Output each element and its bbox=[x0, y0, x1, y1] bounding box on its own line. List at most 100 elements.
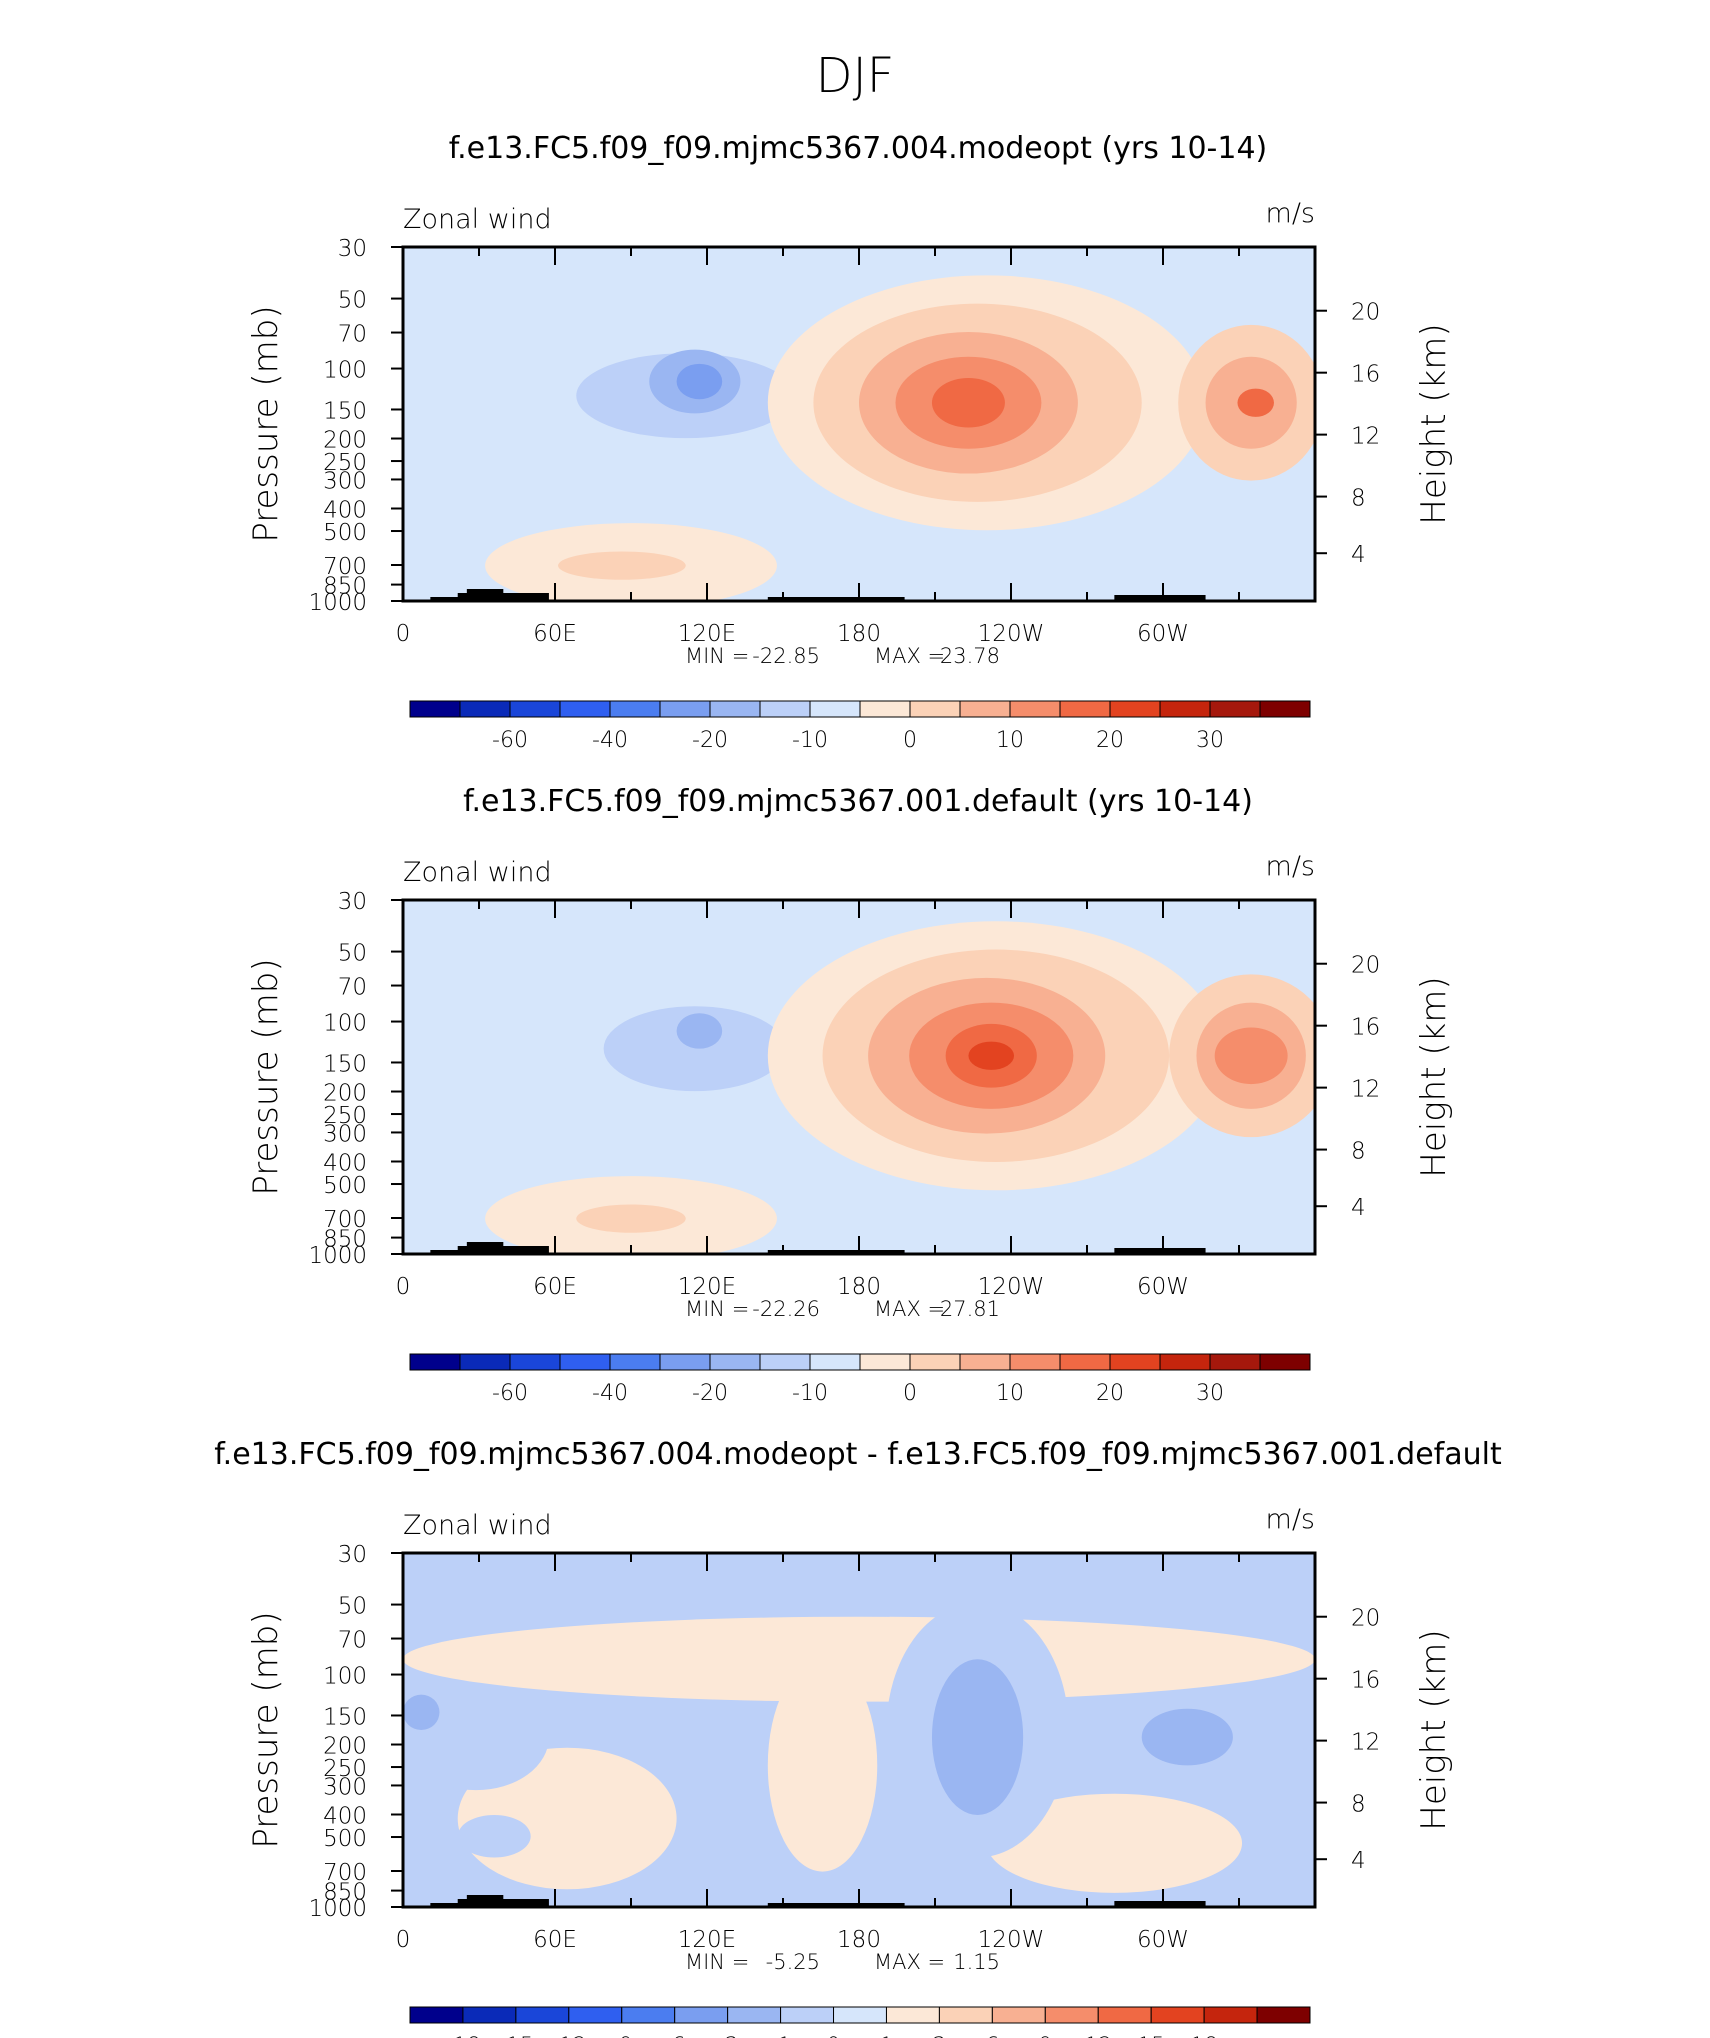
lon-tick-label: 120E bbox=[678, 621, 736, 647]
pressure-tick-label: 500 bbox=[323, 520, 367, 546]
contour-region bbox=[767, 1659, 878, 1872]
colorbar-swatch bbox=[1109, 700, 1161, 718]
contour-region bbox=[1214, 1027, 1288, 1085]
colorbar-label: 9 bbox=[1038, 2034, 1052, 2038]
topography bbox=[430, 589, 1206, 601]
colorbar-swatch bbox=[459, 700, 511, 718]
colorbar-swatch bbox=[833, 2006, 887, 2024]
colorbar-swatch bbox=[1097, 2006, 1152, 2024]
y-axis-title: Pressure (mb) bbox=[246, 305, 286, 542]
colorbar-swatch bbox=[509, 1353, 561, 1371]
pressure-tick-label: 850 bbox=[323, 1227, 367, 1253]
colorbar-swatch bbox=[1059, 1353, 1111, 1371]
colorbar-swatch bbox=[809, 1353, 861, 1371]
contour-region bbox=[457, 1814, 531, 1858]
pressure-tick-label: 100 bbox=[323, 1011, 367, 1037]
colorbar-swatch bbox=[709, 700, 761, 718]
height-tick-label: 20 bbox=[1351, 1606, 1380, 1632]
height-tick-label: 8 bbox=[1351, 1792, 1366, 1818]
colorbar-label: -10 bbox=[792, 728, 828, 753]
colorbar-swatch bbox=[1009, 1353, 1061, 1371]
lon-tick-label: 60E bbox=[533, 1927, 577, 1953]
pressure-tick-label: 400 bbox=[323, 1803, 367, 1829]
topography bbox=[430, 1242, 1206, 1254]
lon-tick-label: 60E bbox=[533, 621, 577, 647]
colorbar-swatch bbox=[659, 700, 711, 718]
colorbar-swatch bbox=[959, 700, 1011, 718]
colorbar: -18 -15 -12 -9 -6 -3 -1 0 1 3 6 9 12 15 18 bbox=[409, 2006, 1311, 2038]
max-label: MAX = bbox=[874, 1950, 945, 1974]
lon-tick-label: 0 bbox=[396, 621, 411, 647]
panel-2: f.e13.FC5.f09_f09.mjmc5367.001.default (… bbox=[246, 784, 1454, 1406]
colorbar-swatch bbox=[1203, 2006, 1258, 2024]
max-label: MAX = bbox=[874, 644, 945, 668]
pressure-tick-label: 30 bbox=[338, 889, 367, 915]
topography bbox=[430, 1895, 1206, 1907]
pressure-tick-label: 50 bbox=[338, 1594, 367, 1620]
panel-1: f.e13.FC5.f09_f09.mjmc5367.004.modeopt (… bbox=[246, 131, 1454, 753]
colorbar-label: -40 bbox=[592, 1381, 628, 1406]
height-tick-label: 12 bbox=[1351, 424, 1380, 450]
topography-block bbox=[1114, 1248, 1206, 1254]
contour-region bbox=[676, 1013, 723, 1049]
lon-tick-label: 180 bbox=[837, 621, 881, 647]
colorbar-label: -3 bbox=[717, 2034, 739, 2038]
colorbar-label: 30 bbox=[1196, 728, 1224, 753]
pressure-tick-label: 300 bbox=[323, 468, 367, 494]
pressure-tick-label: 1000 bbox=[308, 1896, 367, 1922]
colorbar-swatch bbox=[621, 2006, 676, 2024]
height-tick-label: 16 bbox=[1351, 362, 1380, 388]
colorbar-label: -60 bbox=[492, 1381, 528, 1406]
colorbar-swatch bbox=[659, 1353, 711, 1371]
lon-tick-label: 120W bbox=[978, 1927, 1045, 1953]
min-value: -5.25 bbox=[766, 1950, 820, 1974]
colorbar-swatch bbox=[759, 1353, 811, 1371]
pressure-tick-label: 50 bbox=[338, 288, 367, 314]
lon-tick-label: 120E bbox=[678, 1927, 736, 1953]
colorbar-swatch bbox=[1259, 700, 1311, 718]
colorbar-label: 6 bbox=[985, 2034, 999, 2038]
pressure-tick-label: 150 bbox=[323, 1051, 367, 1077]
colorbar-swatch bbox=[1209, 700, 1261, 718]
pressure-tick-label: 50 bbox=[338, 941, 367, 967]
contour-region bbox=[603, 1006, 787, 1092]
colorbar-swatch bbox=[759, 700, 811, 718]
contour-fills bbox=[403, 1553, 1315, 1907]
colorbar-swatch bbox=[1150, 2006, 1205, 2024]
colorbar-label: 20 bbox=[1096, 728, 1124, 753]
colorbar-swatch bbox=[409, 700, 461, 718]
height-tick-label: 20 bbox=[1351, 953, 1380, 979]
height-tick-label: 4 bbox=[1351, 1848, 1366, 1874]
pressure-tick-label: 300 bbox=[323, 1774, 367, 1800]
y-axis-title: Pressure (mb) bbox=[246, 1611, 286, 1848]
topography-block bbox=[1114, 595, 1206, 601]
colorbar-swatch bbox=[1259, 1353, 1311, 1371]
topography-block bbox=[1114, 1901, 1206, 1907]
colorbar-swatch bbox=[959, 1353, 1011, 1371]
colorbar-label: 12 bbox=[1084, 2034, 1112, 2038]
pressure-tick-label: 500 bbox=[323, 1826, 367, 1852]
topography-block bbox=[466, 589, 504, 601]
height-tick-label: 16 bbox=[1351, 1015, 1380, 1041]
colorbar-label: 15 bbox=[1137, 2034, 1165, 2038]
contour-region bbox=[886, 1215, 1015, 1237]
lon-tick-label: 120W bbox=[978, 621, 1045, 647]
contour-region bbox=[667, 1701, 741, 1773]
pressure-tick-label: 100 bbox=[323, 358, 367, 384]
lon-tick-label: 0 bbox=[396, 1274, 411, 1300]
pressure-tick-label: 850 bbox=[323, 1880, 367, 1906]
lon-tick-label: 60E bbox=[533, 1274, 577, 1300]
colorbar-swatch bbox=[1209, 1353, 1261, 1371]
colorbar-label: 3 bbox=[932, 2034, 946, 2038]
contour-region bbox=[1237, 388, 1274, 417]
pressure-tick-label: 70 bbox=[338, 322, 367, 348]
colorbar-swatch bbox=[409, 2006, 464, 2024]
contour-region bbox=[403, 1616, 1315, 1702]
lon-tick-label: 60W bbox=[1137, 1927, 1189, 1953]
height-tick-label: 12 bbox=[1351, 1730, 1380, 1756]
max-label: MAX = bbox=[874, 1297, 945, 1321]
contour-fills bbox=[403, 247, 1315, 601]
colorbar-label: -40 bbox=[592, 728, 628, 753]
colorbar-swatch bbox=[515, 2006, 570, 2024]
